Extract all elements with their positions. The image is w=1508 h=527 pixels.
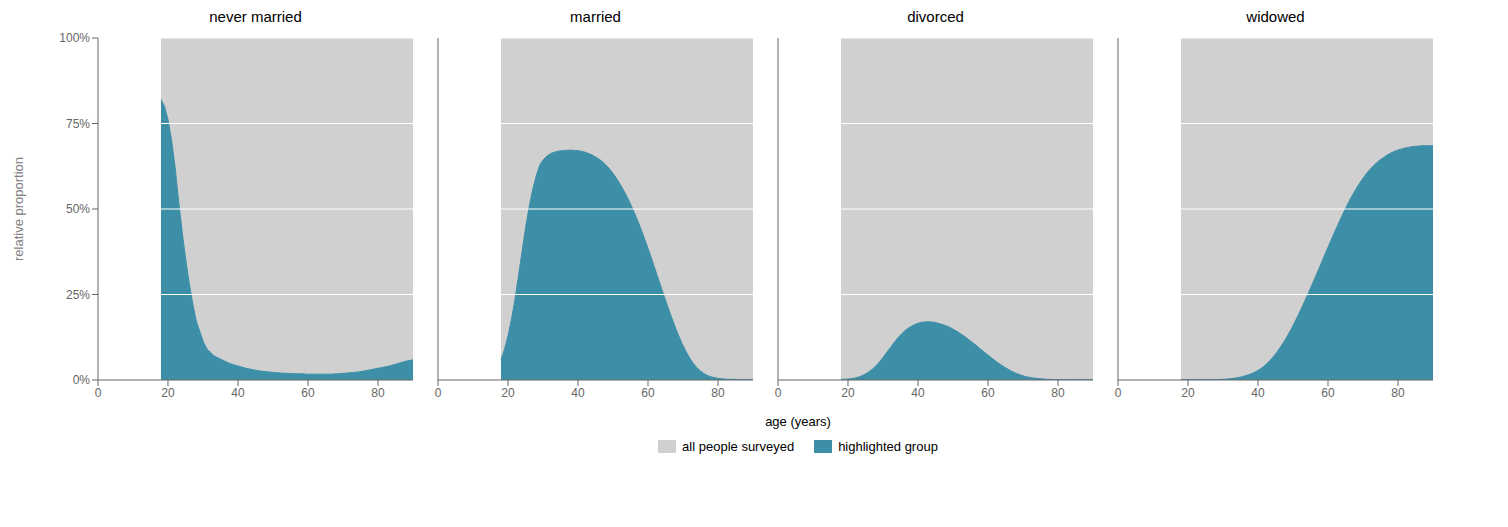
svg-text:40: 40 bbox=[911, 386, 925, 400]
svg-text:20: 20 bbox=[501, 386, 515, 400]
html-text:divorced: divorced bbox=[907, 8, 964, 25]
svg-text:80: 80 bbox=[1051, 386, 1065, 400]
svg-text:80: 80 bbox=[711, 386, 725, 400]
html-text:never married: never married bbox=[209, 8, 302, 25]
svg-text:60: 60 bbox=[981, 386, 995, 400]
svg-text:0%: 0% bbox=[73, 373, 91, 387]
svg-text:40: 40 bbox=[231, 386, 245, 400]
svg-text:60: 60 bbox=[641, 386, 655, 400]
svg-text:relative proportion: relative proportion bbox=[11, 157, 26, 261]
svg-text:75%: 75% bbox=[66, 117, 90, 131]
svg-text:25%: 25% bbox=[66, 288, 90, 302]
svg-text:60: 60 bbox=[301, 386, 315, 400]
svg-text:20: 20 bbox=[1181, 386, 1195, 400]
svg-text:60: 60 bbox=[1321, 386, 1335, 400]
svg-text:80: 80 bbox=[1391, 386, 1405, 400]
html-text:widowed: widowed bbox=[1246, 8, 1305, 25]
html-text:all people surveyed: all people surveyed bbox=[682, 439, 795, 454]
svg-text:80: 80 bbox=[371, 386, 385, 400]
svg-text:50%: 50% bbox=[66, 202, 90, 216]
svg-text:20: 20 bbox=[161, 386, 175, 400]
svg-text:0: 0 bbox=[435, 386, 442, 400]
svg-text:40: 40 bbox=[571, 386, 585, 400]
html-text:age (years): age (years) bbox=[765, 414, 831, 429]
svg-text:40: 40 bbox=[1251, 386, 1265, 400]
html-text:highlighted group: highlighted group bbox=[838, 439, 938, 454]
html-text:married: married bbox=[570, 8, 621, 25]
svg-text:100%: 100% bbox=[59, 31, 90, 45]
svg-text:20: 20 bbox=[841, 386, 855, 400]
svg-text:0: 0 bbox=[775, 386, 782, 400]
svg-text:0: 0 bbox=[1115, 386, 1122, 400]
svg-text:0: 0 bbox=[95, 386, 102, 400]
